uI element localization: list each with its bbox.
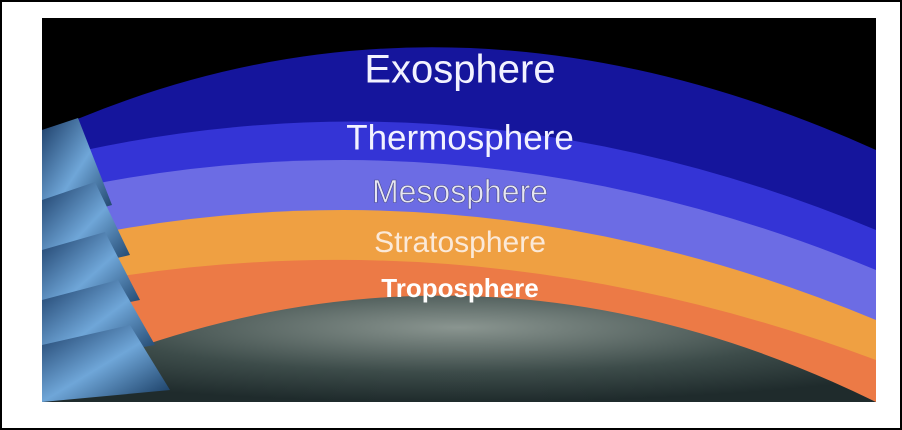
cloud-panels [42,118,170,402]
layer-label: Thermosphere [346,118,574,157]
layer-label: Troposphere [381,273,538,303]
scene [42,18,876,402]
cloud-panel [42,325,170,402]
earth [42,295,876,402]
layer-label: Exosphere [364,48,555,92]
layer-label: Stratosphere [374,226,546,259]
layer-label: Mesosphere [372,173,548,209]
